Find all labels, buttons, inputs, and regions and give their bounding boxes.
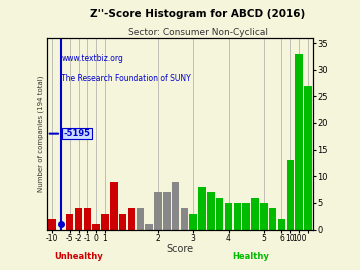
Text: Z''-Score Histogram for ABCD (2016): Z''-Score Histogram for ABCD (2016) [90, 9, 306, 19]
Bar [154, 192, 162, 230]
Bar [269, 208, 276, 230]
Bar [189, 214, 197, 230]
Bar [207, 192, 215, 230]
Bar [163, 192, 171, 230]
Bar [101, 214, 109, 230]
Bar [304, 86, 312, 230]
Bar [216, 198, 224, 230]
Y-axis label: Number of companies (194 total): Number of companies (194 total) [37, 75, 44, 192]
Bar [93, 224, 100, 230]
Text: -5195: -5195 [64, 129, 91, 138]
Text: Unhealthy: Unhealthy [54, 252, 103, 261]
Text: Sector: Consumer Non-Cyclical: Sector: Consumer Non-Cyclical [128, 28, 268, 37]
Bar [198, 187, 206, 230]
Bar [287, 160, 294, 230]
Bar [260, 203, 267, 230]
Bar [295, 54, 303, 230]
Bar [225, 203, 232, 230]
Bar [110, 181, 118, 229]
Bar [75, 208, 82, 230]
Bar [251, 198, 259, 230]
X-axis label: Score: Score [166, 244, 194, 254]
Bar [234, 203, 241, 230]
Bar [278, 219, 285, 230]
Bar [84, 208, 91, 230]
Bar [66, 214, 73, 230]
Text: Healthy: Healthy [232, 252, 269, 261]
Text: www.textbiz.org: www.textbiz.org [61, 54, 123, 63]
Bar [242, 203, 250, 230]
Bar [172, 181, 179, 229]
Bar [128, 208, 135, 230]
Text: The Research Foundation of SUNY: The Research Foundation of SUNY [61, 74, 191, 83]
Bar [48, 219, 56, 230]
Bar [119, 214, 126, 230]
Bar [181, 208, 188, 230]
Bar [136, 208, 144, 230]
Bar [145, 224, 153, 230]
